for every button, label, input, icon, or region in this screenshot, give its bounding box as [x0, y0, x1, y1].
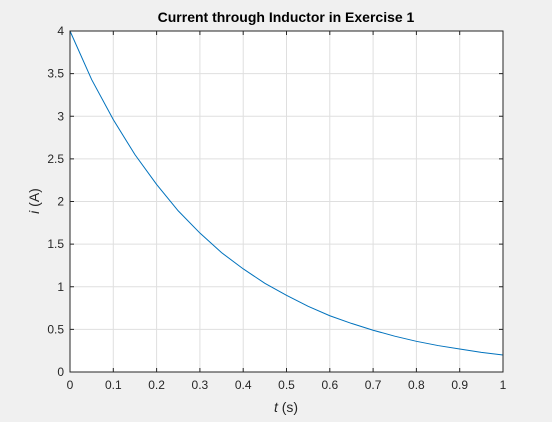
y-tick-label: 0	[57, 365, 64, 379]
x-tick-label: 0.5	[278, 378, 295, 392]
y-ticks: 0 0.5 1 1.5 2 2.5 3 3.5 4	[47, 24, 503, 379]
y-axis-unit: (A)	[26, 188, 42, 211]
y-tick-label: 2	[57, 195, 64, 209]
x-axis-unit: (s)	[278, 399, 298, 415]
chart-title: Current through Inductor in Exercise 1	[158, 9, 415, 25]
series-layer	[69, 30, 504, 356]
x-axis-symbol: t	[274, 399, 279, 415]
x-tick-label: 0.2	[148, 378, 165, 392]
x-tick-label: 0.8	[408, 378, 425, 392]
x-tick-label: 0.1	[105, 378, 122, 392]
y-tick-label: 2.5	[47, 152, 64, 166]
series-line	[69, 30, 504, 356]
y-tick-label: 1.5	[47, 237, 64, 251]
y-axis-symbol: i	[26, 210, 42, 214]
x-tick-label: 0.3	[192, 378, 209, 392]
x-tick-label: 0.4	[235, 378, 252, 392]
y-tick-label: 3.5	[47, 67, 64, 81]
x-tick-label: 1	[500, 378, 507, 392]
x-tick-label: 0.7	[365, 378, 382, 392]
y-tick-label: 1	[57, 280, 64, 294]
x-tick-label: 0	[67, 378, 74, 392]
x-axis-label: t (s)	[274, 399, 298, 415]
x-tick-label: 0.9	[451, 378, 468, 392]
x-tick-label: 0.6	[321, 378, 338, 392]
y-axis-label: i (A)	[26, 188, 42, 214]
y-tick-label: 3	[57, 109, 64, 123]
y-tick-label: 4	[57, 24, 64, 38]
y-tick-label: 0.5	[47, 322, 64, 336]
x-ticks: 0 0.1 0.2 0.3 0.4 0.5 0.6 0.7 0.8 0.9 1	[67, 31, 507, 392]
